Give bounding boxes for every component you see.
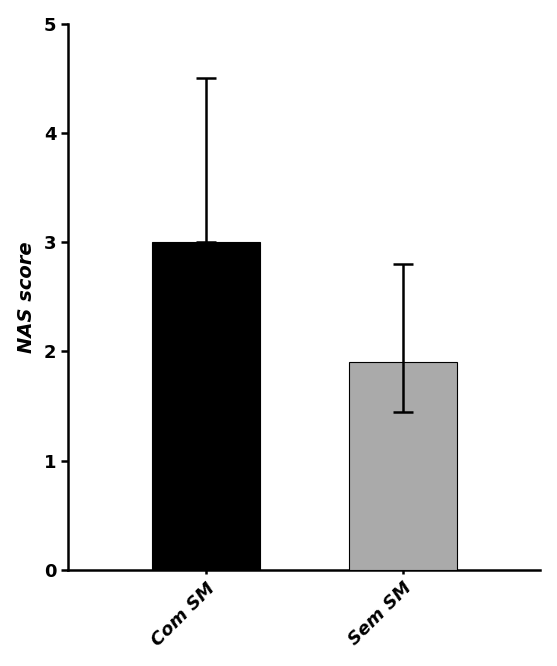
Y-axis label: NAS score: NAS score	[17, 241, 36, 352]
Bar	[152, 242, 260, 570]
Bar	[349, 362, 457, 570]
